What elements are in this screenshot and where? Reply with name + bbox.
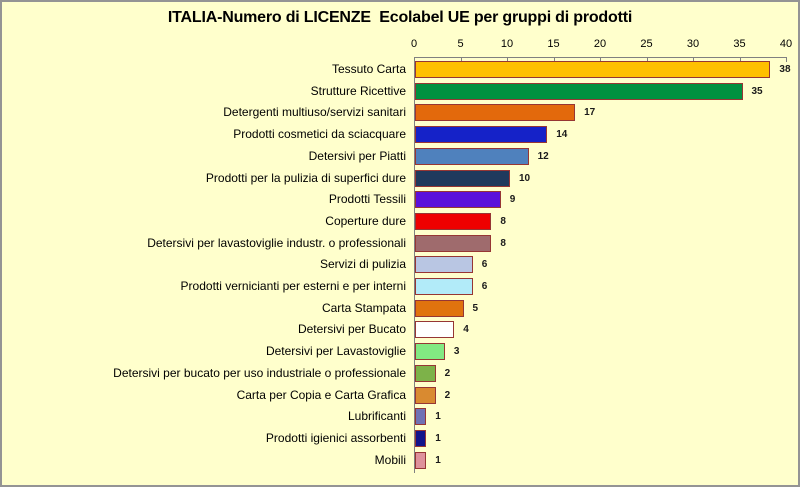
x-tick-label: 15 xyxy=(547,38,560,50)
x-tick-mark xyxy=(739,57,741,62)
value-label: 6 xyxy=(481,281,488,292)
value-label: 1 xyxy=(435,432,441,444)
bar-row: Coperture dure 8 xyxy=(2,211,798,233)
bar-row: Carta Stampata 5 xyxy=(2,298,798,320)
value-label: 8 xyxy=(500,237,506,249)
bar xyxy=(415,147,529,165)
x-tick-label: 0 xyxy=(410,38,418,50)
x-tick-label: 20 xyxy=(593,38,607,50)
bar xyxy=(415,429,427,447)
value-label: 9 xyxy=(509,194,516,206)
bar xyxy=(415,278,473,295)
x-tick-label: 35 xyxy=(733,38,746,50)
bar-row: Detersivi per lavastoviglie industr. o p… xyxy=(2,233,798,255)
x-axis-line xyxy=(414,57,787,58)
bar xyxy=(415,82,743,100)
bar-row: Detersivi per Piatti 12 xyxy=(2,146,798,168)
value-label: 5 xyxy=(472,302,479,314)
category-label: Carta per Copia e Carta Grafica xyxy=(236,387,406,402)
category-label: Tessuto Carta xyxy=(331,62,406,76)
bar-row: Carta per Copia e Carta Grafica 2 xyxy=(2,385,798,407)
x-tick-mark xyxy=(553,57,555,62)
value-label: 3 xyxy=(453,346,460,358)
bar xyxy=(415,299,464,317)
value-label: 1 xyxy=(435,411,441,423)
bar xyxy=(415,234,492,252)
y-axis-line xyxy=(414,57,415,474)
category-label: Detersivi per bucato per uso industriale… xyxy=(113,365,406,380)
bar-row: Prodotti per la pulizia di superfici dur… xyxy=(2,168,798,190)
category-label: Coperture dure xyxy=(325,213,406,228)
category-label: Servizi di pulizia xyxy=(319,257,406,272)
value-label: 2 xyxy=(444,367,451,379)
category-label: Prodotti igienici assorbenti xyxy=(265,430,406,445)
bar xyxy=(415,386,436,404)
x-tick-mark xyxy=(507,57,508,62)
chart-title: ITALIA-Numero di LICENZE Ecolabel UE per… xyxy=(167,9,633,26)
bar-row: Prodotti vernicianti per esterni e per i… xyxy=(2,276,798,298)
bar-row: Detersivi per Lavastoviglie 3 xyxy=(2,341,798,363)
bar-row: Prodotti cosmetici da sciacquare 14 xyxy=(2,124,798,146)
value-label: 35 xyxy=(751,85,763,97)
bar-row: Detersivi per Bucato 4 xyxy=(2,319,798,341)
x-tick-mark xyxy=(693,57,694,62)
bar xyxy=(415,343,445,361)
category-label: Prodotti cosmetici da sciacquare xyxy=(233,127,406,142)
x-tick-label: 25 xyxy=(640,38,653,50)
category-label: Prodotti Tessili xyxy=(328,192,406,207)
value-label: 12 xyxy=(537,150,549,162)
bar-row: Strutture Ricettive 35 xyxy=(2,81,798,103)
category-label: Carta Stampata xyxy=(321,300,406,315)
x-tick-label: 30 xyxy=(686,38,700,50)
bar xyxy=(415,408,427,426)
value-label: 38 xyxy=(779,64,791,75)
bar-row: Lubrificanti 1 xyxy=(2,406,798,428)
category-label: Detersivi per Lavastoviglie xyxy=(265,344,406,359)
value-label: 2 xyxy=(444,389,451,401)
value-label: 14 xyxy=(556,129,568,141)
bar-row: Tessuto Carta 38 xyxy=(2,59,798,81)
value-label: 8 xyxy=(500,215,506,227)
x-tick-mark xyxy=(786,57,787,62)
category-label: Lubrificanti xyxy=(347,409,406,424)
x-tick-mark xyxy=(600,57,601,62)
value-label: 17 xyxy=(584,107,596,119)
bar-row: Prodotti igienici assorbenti 1 xyxy=(2,428,798,450)
category-label: Mobili xyxy=(374,452,406,467)
bar xyxy=(415,61,771,78)
bar xyxy=(415,126,548,144)
bar-row: Detergenti multiuso/servizi sanitari 17 xyxy=(2,102,798,124)
bar xyxy=(415,364,436,382)
category-label: Strutture Ricettive xyxy=(310,83,406,98)
x-tick-mark xyxy=(646,57,648,62)
x-tick-label: 10 xyxy=(500,38,514,50)
bar xyxy=(415,169,510,187)
bar-row: Mobili 1 xyxy=(2,450,798,472)
value-label: 6 xyxy=(481,259,488,271)
x-tick-mark xyxy=(460,57,462,62)
category-label: Prodotti vernicianti per esterni e per i… xyxy=(180,279,406,293)
bar xyxy=(415,212,492,230)
bar xyxy=(415,321,455,339)
bar xyxy=(415,451,427,469)
value-label: 1 xyxy=(435,454,441,466)
category-label: Detersivi per Bucato xyxy=(297,322,406,337)
category-label: Detersivi per lavastoviglie industr. o p… xyxy=(147,235,406,250)
value-label: 10 xyxy=(519,172,531,184)
bar xyxy=(415,256,473,274)
bar-row: Servizi di pulizia 6 xyxy=(2,254,798,276)
value-label: 4 xyxy=(463,324,469,336)
category-label: Detergenti multiuso/servizi sanitari xyxy=(223,105,406,120)
x-tick-label: 5 xyxy=(457,38,464,50)
x-tick-label: 40 xyxy=(779,38,793,50)
category-label: Detersivi per Piatti xyxy=(308,148,406,163)
bar-row: Prodotti Tessili 9 xyxy=(2,189,798,211)
bar xyxy=(415,104,576,122)
bar xyxy=(415,191,501,209)
bar-row: Detersivi per bucato per uso industriale… xyxy=(2,363,798,385)
category-label: Prodotti per la pulizia di superfici dur… xyxy=(205,170,406,185)
